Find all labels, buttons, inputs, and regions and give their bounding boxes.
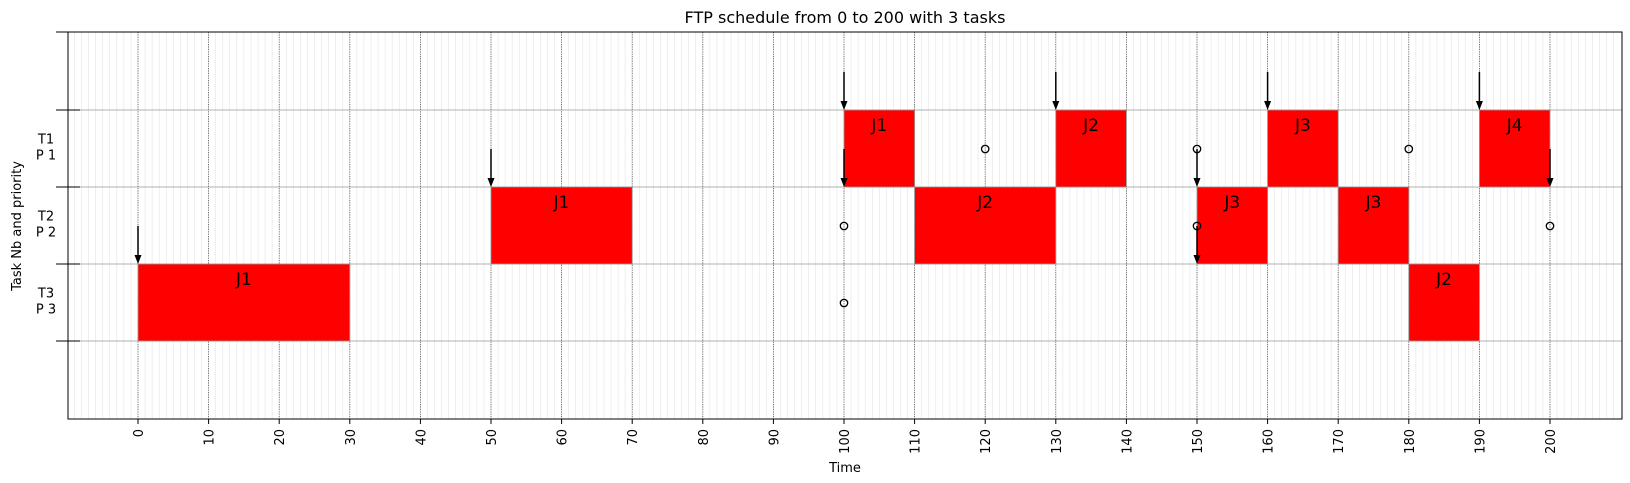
execution-bar (490, 186, 633, 265)
x-tick-label: 0 (132, 429, 147, 437)
release-arrow-head (1052, 101, 1060, 110)
task-name-label: T1 (37, 133, 54, 148)
chart-title: FTP schedule from 0 to 200 with 3 tasks (685, 8, 1006, 27)
execution-bar (1267, 109, 1339, 188)
execution-bar (1479, 109, 1551, 188)
x-tick-label: 80 (697, 429, 712, 446)
x-tick-label: 70 (626, 429, 641, 446)
x-tick-label: 30 (344, 429, 359, 446)
job-label: J2 (976, 193, 993, 213)
y-axis-label: Task Nb and priority (10, 161, 25, 292)
x-tick-label: 60 (556, 429, 571, 446)
task-priority-label: P 2 (36, 226, 56, 241)
x-tick-label: 20 (273, 429, 288, 446)
x-tick-label: 10 (203, 429, 218, 446)
deadline-marker (980, 144, 990, 154)
x-tick-label: 120 (979, 429, 994, 454)
execution-bar (137, 263, 351, 342)
job-label: J3 (1294, 116, 1311, 136)
x-tick-label: 180 (1403, 429, 1418, 454)
x-axis-label: Time (828, 461, 861, 476)
release-arrow-head (840, 101, 848, 110)
execution-bar (1055, 109, 1127, 188)
deadline-marker (1545, 221, 1555, 231)
x-tick-label: 140 (1120, 429, 1135, 454)
job-label: J1 (870, 116, 887, 136)
grid (68, 32, 1622, 419)
x-tick-label: 110 (909, 429, 924, 454)
x-tick-label: 100 (838, 429, 853, 454)
task-name-label: T3 (37, 287, 54, 302)
execution-bar (1408, 263, 1480, 342)
deadline-marker (1404, 144, 1414, 154)
x-tick-label: 90 (767, 429, 782, 446)
x-tick-label: 50 (485, 429, 500, 446)
task-name-label: T2 (37, 210, 54, 225)
x-tick-label: 190 (1473, 429, 1488, 454)
execution-bar (1196, 186, 1268, 265)
release-arrow-head (487, 178, 495, 187)
release-arrow-head (134, 255, 142, 264)
release-arrow-head (1546, 178, 1554, 187)
execution-bar (914, 186, 1057, 265)
event-markers (134, 72, 1555, 308)
execution-bars: J1 J1 J1 J2 J2 J3 J3 J3 J2 J4 (137, 109, 1551, 342)
job-label: J3 (1223, 193, 1240, 213)
job-label: J3 (1365, 193, 1382, 213)
task-priority-label: P 3 (36, 303, 56, 318)
task-priority-label: P 1 (36, 149, 56, 164)
execution-bar (1337, 186, 1410, 265)
deadline-marker (839, 221, 849, 231)
job-label: J1 (553, 193, 570, 213)
release-arrow-head (1193, 178, 1201, 187)
execution-bar (843, 109, 915, 188)
axes: 0 10 20 30 40 50 60 70 80 90 100 110 120 130 140 150 160… (36, 31, 1559, 454)
job-label: J2 (1435, 270, 1452, 290)
x-tick-label: 130 (1050, 429, 1065, 454)
job-label: J4 (1506, 116, 1523, 136)
x-tick-label: 150 (1191, 429, 1206, 454)
job-label: J1 (235, 270, 252, 290)
release-arrow-head (1193, 255, 1201, 264)
x-tick-label: 160 (1262, 429, 1277, 454)
release-arrow-head (1264, 101, 1272, 110)
deadline-marker (1192, 144, 1202, 154)
x-tick-label: 40 (414, 429, 429, 446)
deadline-marker (839, 298, 849, 308)
release-arrow-head (1475, 101, 1483, 110)
release-arrow-head (840, 178, 848, 187)
x-tick-label: 200 (1544, 429, 1559, 454)
plot-frame (67, 31, 1623, 420)
x-tick-label: 170 (1332, 429, 1347, 454)
deadline-marker (1192, 221, 1202, 231)
job-label: J2 (1082, 116, 1099, 136)
